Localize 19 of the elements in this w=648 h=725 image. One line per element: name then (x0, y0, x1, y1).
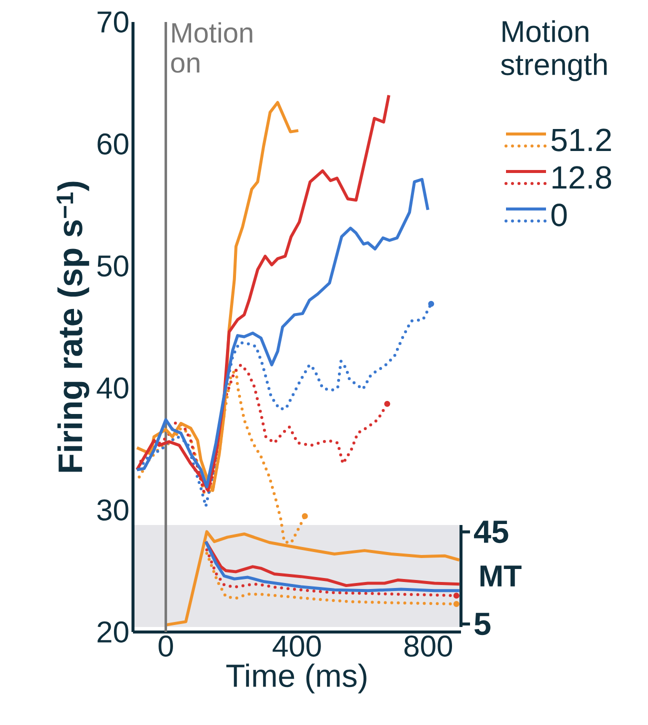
legend-label: 12.8 (552, 166, 612, 189)
x-tick-label: 0 (158, 636, 173, 657)
y-tick-label: 40 (96, 377, 128, 399)
legend-title: Motion strength (501, 20, 607, 82)
y-tick-label: 45 (474, 520, 508, 544)
x-tick-label: 800 (404, 636, 452, 657)
y-axis-title: Firing rate (sp s$^{−1}$) (56, 182, 90, 472)
x-tick-label: 400 (272, 636, 321, 657)
y-tick-label: 50 (97, 255, 128, 277)
y-tick-label: 70 (98, 11, 128, 33)
ref-line-label: Motion on (171, 22, 252, 73)
y-axis-title: MT (480, 566, 522, 586)
y-tick-label: 5 (474, 612, 490, 636)
legend-label: 51.2 (551, 128, 611, 152)
x-axis-title: Time (ms) (226, 664, 366, 694)
y-tick-label: 30 (97, 499, 128, 521)
y-tick-label: 20 (98, 621, 128, 643)
y-tick-label: 60 (98, 133, 128, 155)
legend-label: 0 (551, 204, 567, 226)
